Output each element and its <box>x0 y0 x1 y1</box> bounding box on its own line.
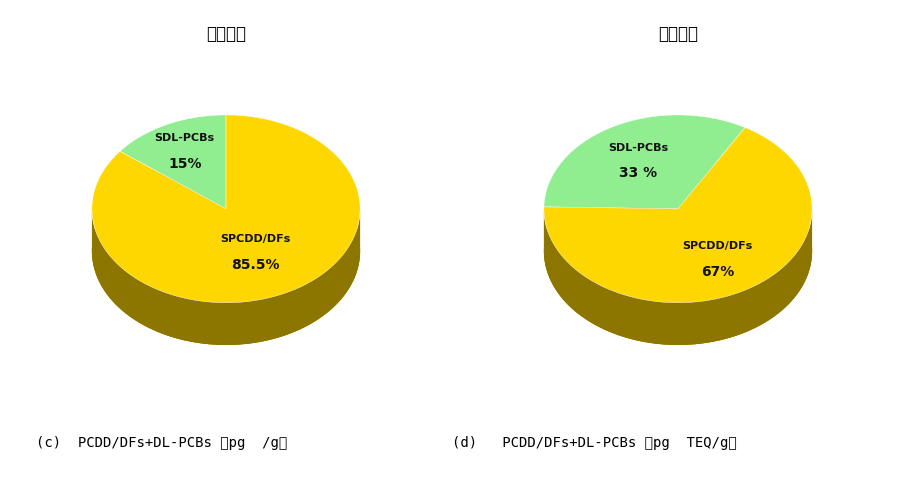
Polygon shape <box>92 157 359 345</box>
Polygon shape <box>120 115 226 209</box>
Polygon shape <box>544 157 811 345</box>
Text: 15%: 15% <box>168 157 201 171</box>
Polygon shape <box>92 208 359 345</box>
Text: SPCDD/DFs: SPCDD/DFs <box>682 241 752 251</box>
Polygon shape <box>544 157 811 345</box>
Text: SDL-PCBs: SDL-PCBs <box>154 133 215 143</box>
Polygon shape <box>92 115 359 303</box>
Polygon shape <box>544 127 811 303</box>
Text: 가공소금: 가공소금 <box>657 25 697 43</box>
Text: (c)  PCDD/DFs+DL-PCBs （pg  /g）: (c) PCDD/DFs+DL-PCBs （pg /g） <box>36 436 287 450</box>
Text: SPCDD/DFs: SPCDD/DFs <box>220 234 290 244</box>
Text: 67%: 67% <box>700 264 733 279</box>
Polygon shape <box>544 115 744 209</box>
Text: (d)   PCDD/DFs+DL-PCBs （pg  TEQ/g）: (d) PCDD/DFs+DL-PCBs （pg TEQ/g） <box>452 436 736 450</box>
Text: 85.5%: 85.5% <box>231 258 279 272</box>
Text: SDL-PCBs: SDL-PCBs <box>608 143 668 153</box>
Text: 33 %: 33 % <box>619 167 656 181</box>
Polygon shape <box>92 157 359 345</box>
Polygon shape <box>544 208 811 345</box>
Text: 가공소금: 가공소금 <box>206 25 246 43</box>
